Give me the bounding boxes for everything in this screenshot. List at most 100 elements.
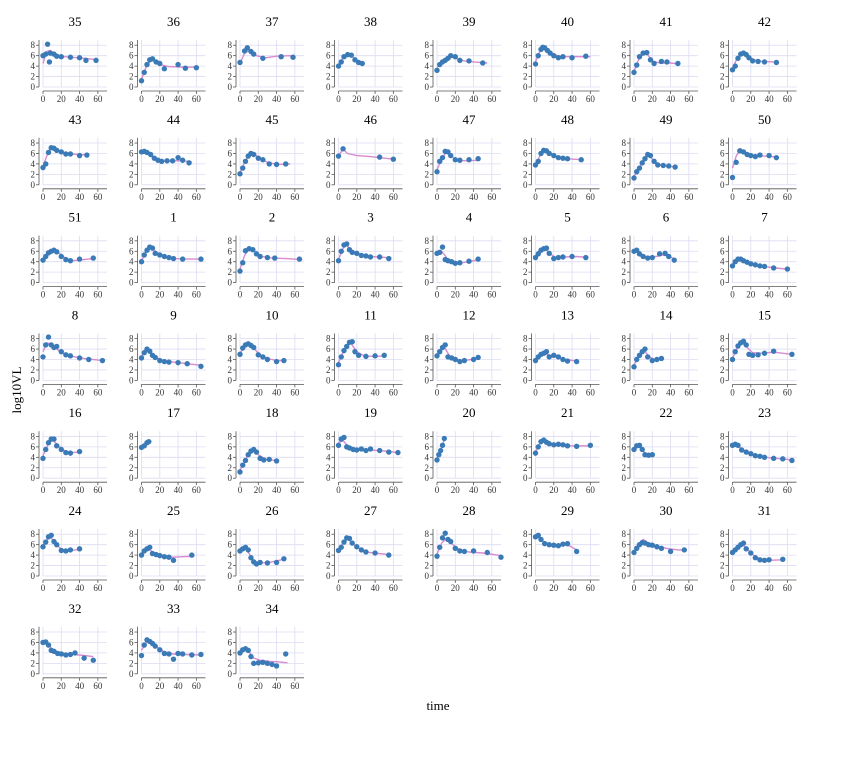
data-point [457,358,463,365]
data-point [466,157,472,163]
y-tick-label: 2 [523,169,528,179]
y-tick-label: 4 [720,257,725,267]
data-point [452,54,458,60]
data-point [67,450,74,456]
x-tick-label: 40 [75,387,85,397]
x-tick-label: 20 [648,485,658,495]
data-point [475,256,481,262]
y-tick-label: 8 [622,334,627,344]
data-point [498,554,504,560]
x-tick-label: 40 [469,387,479,397]
y-tick-label: 8 [720,138,725,148]
y-tick-label: 6 [31,344,36,354]
y-tick-label: 4 [425,257,430,267]
y-tick-label: 8 [326,236,331,246]
y-tick-label: 4 [326,355,331,365]
x-tick-label: 0 [41,681,46,691]
y-tick-label: 0 [425,278,430,288]
data-point [283,651,289,657]
data-point [452,356,458,363]
y-tick-label: 0 [622,278,627,288]
y-tick-label: 2 [129,169,134,179]
y-tick-label: 0 [326,180,331,190]
y-tick-label: 4 [622,355,627,365]
data-point [448,152,454,159]
x-tick-label: 0 [435,192,440,202]
y-tick-label: 8 [425,236,430,246]
y-tick-label: 0 [228,278,233,288]
data-point [54,343,60,350]
data-point [532,450,539,456]
y-tick-label: 2 [31,658,36,668]
y-tick-label: 2 [31,267,36,277]
data-point [532,61,539,67]
y-tick-label: 0 [523,571,528,581]
data-point [198,651,204,658]
y-tick-label: 8 [622,138,627,148]
y-tick-label: 2 [129,658,134,668]
x-tick-label: 0 [139,290,144,300]
data-point [732,63,738,69]
panel-title: 10 [266,307,279,322]
y-tick-label: 2 [523,72,528,82]
data-point [76,55,83,61]
panel-title: 36 [167,14,181,29]
data-point [354,250,360,257]
y-tick-label: 2 [523,365,528,375]
data-point [43,51,49,57]
y-tick-label: 4 [129,257,134,267]
y-tick-label: 2 [523,463,528,473]
x-tick-label: 40 [272,290,282,300]
y-tick-label: 4 [326,159,331,169]
data-point [67,257,74,264]
x-tick-label: 0 [139,387,144,397]
x-tick-label: 60 [586,94,596,104]
x-tick-label: 40 [765,583,775,593]
data-point [283,161,289,167]
y-tick-label: 4 [622,550,627,560]
data-point [157,60,163,67]
x-tick-label: 0 [41,290,46,300]
data-point [281,556,287,562]
x-tick-label: 20 [155,681,165,691]
data-point [138,355,145,361]
data-point [260,55,266,61]
x-tick-label: 60 [389,387,399,397]
data-point [67,651,74,658]
x-tick-label: 0 [238,485,243,495]
y-tick-label: 4 [326,452,331,462]
y-tick-label: 8 [425,138,430,148]
data-point [51,436,57,442]
x-tick-label: 0 [238,290,243,300]
x-tick-label: 20 [57,387,67,397]
data-point [338,544,344,550]
y-tick-label: 8 [31,334,36,344]
y-tick-label: 2 [523,561,528,571]
y-tick-label: 0 [425,82,430,92]
fit-line [337,148,396,160]
panel-title: 3 [367,210,374,225]
panel-title: 5 [564,210,571,225]
y-tick-label: 0 [720,180,725,190]
x-tick-label: 20 [746,192,756,202]
x-tick-label: 0 [238,583,243,593]
data-point [152,250,158,257]
data-point [434,457,440,463]
data-point [649,254,655,261]
data-point [749,58,756,64]
x-tick-label: 40 [75,290,85,300]
data-point [645,354,651,360]
y-tick-label: 0 [326,278,331,288]
y-tick-label: 8 [129,334,134,344]
y-tick-label: 4 [523,355,528,365]
y-tick-label: 0 [129,669,134,679]
x-tick-label: 0 [533,192,538,202]
data-point [54,443,60,449]
panel-title: 16 [69,405,83,420]
data-point [583,53,589,59]
